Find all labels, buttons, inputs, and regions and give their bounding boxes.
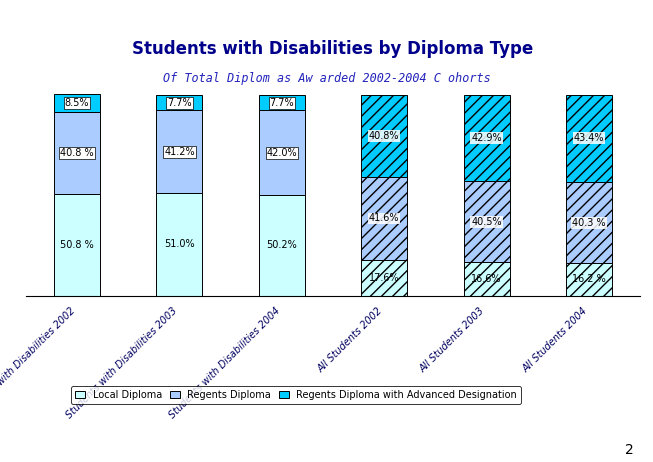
Title: Students with Disabilities by Diploma Type: Students with Disabilities by Diploma Ty… [133,40,534,58]
Bar [361,176,407,260]
Bar [54,194,100,296]
Text: 16.6%: 16.6% [471,274,502,284]
Text: 42.9%: 42.9% [471,133,502,143]
Text: 8.5%: 8.5% [65,98,89,108]
Bar [566,95,612,182]
Text: 7.7%: 7.7% [167,97,192,108]
Bar [464,181,509,262]
Bar [566,182,612,263]
Text: 7.7%: 7.7% [270,97,294,108]
Bar [566,263,612,296]
Bar [361,260,407,296]
Text: 40.5%: 40.5% [471,217,502,226]
Text: 41.2%: 41.2% [164,147,195,157]
Bar [259,95,305,110]
Text: 16.2 %: 16.2 % [572,274,606,285]
Bar [259,195,305,296]
Text: 2: 2 [625,444,633,457]
Bar [464,95,509,181]
Text: 40.8 %: 40.8 % [60,147,94,158]
Legend: Local Diploma, Regents Diploma, Regents Diploma with Advanced Designation: Local Diploma, Regents Diploma, Regents … [71,386,521,404]
Text: 41.6%: 41.6% [369,213,400,224]
Bar [54,111,100,194]
Text: 40.8%: 40.8% [369,131,400,140]
Bar [157,95,202,110]
Text: 50.8 %: 50.8 % [60,240,94,249]
Text: 50.2%: 50.2% [266,240,297,250]
Bar [54,94,100,111]
Bar [157,193,202,296]
Text: 51.0%: 51.0% [164,239,195,249]
Text: 43.4%: 43.4% [574,134,604,144]
Bar [259,110,305,195]
Text: 17.6%: 17.6% [369,273,400,283]
Bar [361,95,407,176]
Text: 42.0%: 42.0% [266,147,297,158]
Text: 40.3 %: 40.3 % [572,218,606,228]
Bar [464,262,509,296]
Bar [157,110,202,193]
Text: Of Total Diplom as Aw arded 2002-2004 C ohorts: Of Total Diplom as Aw arded 2002-2004 C … [163,72,490,85]
